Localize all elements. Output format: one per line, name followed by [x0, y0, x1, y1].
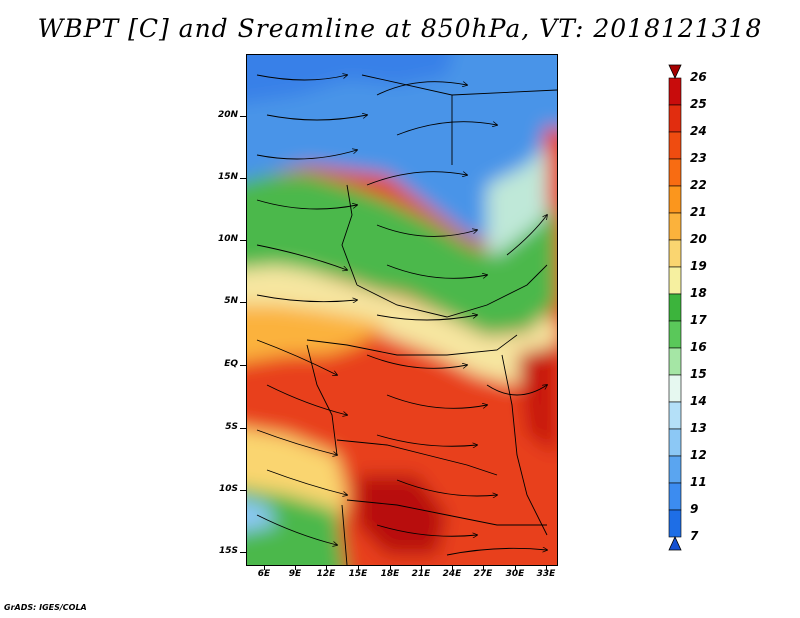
colorbar-level-label: 21: [690, 205, 707, 219]
colorbar-segment: [668, 482, 682, 511]
colorbar-segment: [668, 455, 682, 484]
lat-label: 15S: [218, 546, 238, 556]
colorbar-level-label: 9: [690, 502, 699, 516]
lon-tick: [390, 565, 391, 570]
colorbar-level-label: 17: [690, 313, 707, 327]
colorbar-segment: [668, 212, 682, 241]
lon-tick: [452, 565, 453, 570]
lat-tick: [240, 178, 246, 179]
lat-tick: [240, 240, 246, 241]
colorbar-segment: [668, 104, 682, 133]
colorbar-segment: [668, 347, 682, 376]
colorbar: [668, 64, 682, 551]
colorbar-level-label: 22: [690, 178, 707, 192]
colorbar-segment: [668, 77, 682, 106]
lat-tick: [240, 365, 246, 366]
colorbar-segment: [668, 158, 682, 187]
colorbar-segment: [668, 131, 682, 160]
colorbar-segment: [668, 239, 682, 268]
colorbar-segment: [668, 374, 682, 403]
colorbar-level-label: 11: [690, 475, 707, 489]
chart-title: WBPT [C] and Sreamline at 850hPa, VT: 20…: [37, 14, 763, 43]
colorbar-level-label: 20: [690, 232, 707, 246]
temperature-fill: [247, 55, 557, 565]
map-panel[interactable]: [246, 54, 558, 566]
colorbar-level-label: 16: [690, 340, 707, 354]
lon-tick: [295, 565, 296, 570]
lon-tick: [515, 565, 516, 570]
colorbar-bottom-arrow: [668, 536, 682, 551]
colorbar-segment: [668, 293, 682, 322]
lat-label: 10N: [217, 234, 238, 244]
lat-label: EQ: [224, 359, 238, 369]
footer-credit: GrADS: IGES/COLA: [4, 603, 87, 612]
streamlines: [256, 75, 547, 556]
colorbar-level-label: 24: [690, 124, 707, 138]
colorbar-level-label: 19: [690, 259, 707, 273]
colorbar-level-label: 26: [690, 70, 707, 84]
lon-label: 30E: [505, 569, 525, 579]
colorbar-level-label: 14: [690, 394, 707, 408]
lat-label: 10S: [218, 484, 238, 494]
colorbar-segment: [668, 401, 682, 430]
lon-tick: [264, 565, 265, 570]
lon-label: 9E: [288, 569, 302, 579]
lon-tick: [421, 565, 422, 570]
lat-label: 5N: [224, 296, 238, 306]
colorbar-level-label: 23: [690, 151, 707, 165]
lon-label: 18E: [380, 569, 400, 579]
lat-tick: [240, 302, 246, 303]
colorbar-segment: [668, 428, 682, 457]
lon-tick: [483, 565, 484, 570]
colorbar-segment: [668, 266, 682, 295]
colorbar-level-label: 12: [690, 448, 707, 462]
lon-label: 6E: [257, 569, 271, 579]
lat-label: 5S: [225, 422, 238, 432]
colorbar-level-label: 7: [690, 529, 699, 543]
lon-label: 15E: [348, 569, 368, 579]
lon-label: 12E: [316, 569, 336, 579]
colorbar-top-arrow: [668, 64, 682, 79]
lon-tick: [326, 565, 327, 570]
colorbar-level-label: 15: [690, 367, 707, 381]
lat-tick: [240, 552, 246, 553]
country-borders: [306, 74, 557, 565]
lon-tick: [546, 565, 547, 570]
lat-tick: [240, 490, 246, 491]
lon-label: 24E: [442, 569, 462, 579]
colorbar-segment: [668, 509, 682, 538]
lat-tick: [240, 428, 246, 429]
lat-label: 15N: [217, 172, 238, 182]
lon-label: 27E: [473, 569, 493, 579]
lon-label: 33E: [536, 569, 556, 579]
colorbar-level-label: 13: [690, 421, 707, 435]
wbpt-field-map: [247, 55, 557, 565]
colorbar-segment: [668, 185, 682, 214]
colorbar-level-label: 18: [690, 286, 707, 300]
lat-label: 20N: [217, 110, 238, 120]
colorbar-level-label: 25: [690, 97, 707, 111]
lon-label: 21E: [411, 569, 431, 579]
lat-tick: [240, 116, 246, 117]
lon-tick: [358, 565, 359, 570]
colorbar-segment: [668, 320, 682, 349]
